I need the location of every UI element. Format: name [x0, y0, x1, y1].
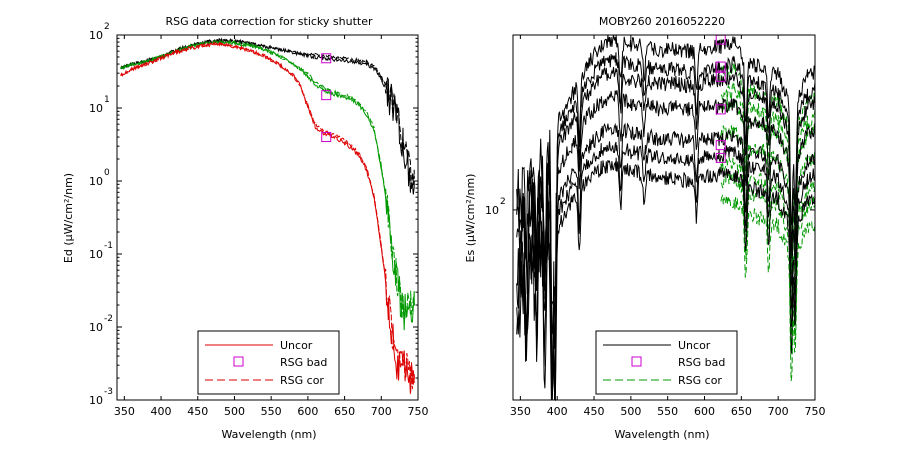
right-x-axis-label: Wavelength (nm): [614, 428, 709, 441]
right-x-tick-label-400: 400: [547, 405, 568, 418]
right-series-es-5-cor: [720, 156, 816, 337]
right-x-tick-label-700: 700: [768, 405, 789, 418]
right-series-es-7-uncor: [516, 157, 816, 401]
right-series-es-2-uncor: [516, 52, 816, 348]
left-y-tick-exp--2: -2: [104, 314, 113, 324]
right-x-tick-label-500: 500: [620, 405, 641, 418]
left-legend-box: [197, 330, 340, 395]
right-rsg-bad-point-3: [715, 104, 726, 115]
left-legend-rsg-bad-marker: [233, 356, 244, 367]
left-legend: Uncor RSG bad RSG cor: [197, 330, 340, 395]
left-y-tick-base-2: 10: [89, 29, 103, 42]
right-series-es-2-cor: [720, 82, 816, 274]
left-y-tick-base-1: 10: [89, 102, 103, 115]
right-title: MOBY260 2016052220: [599, 15, 725, 28]
right-legend-uncor-label: Uncor: [678, 339, 711, 352]
left-rsg-bad-point-0: [321, 53, 332, 64]
left-x-tick-label-700: 700: [371, 405, 392, 418]
right-rsg-bad-point-5: [715, 152, 726, 163]
left-legend-rsg-bad-label: RSG bad: [280, 356, 327, 369]
right-series-es-6-uncor: [516, 141, 816, 402]
right-series-es-1-uncor: [516, 34, 816, 306]
left-x-axis-label: Wavelength (nm): [221, 428, 316, 441]
left-series-deep-green-cor: [120, 39, 415, 320]
left-series-deep-black-cor: [120, 38, 415, 190]
right-series-es-1-cor: [720, 63, 816, 253]
left-x-tick-label-450: 450: [187, 405, 208, 418]
left-x-tick-label-350: 350: [114, 405, 135, 418]
left-legend-rsg-cor-label: RSG cor: [280, 374, 324, 387]
left-y-tick-base--1: 10: [89, 248, 103, 261]
right-series-es-3-uncor: [516, 66, 816, 375]
right-legend-rsg-bad-label: RSG bad: [678, 356, 725, 369]
right-x-tick-label-650: 650: [731, 405, 752, 418]
right-y-axis-label: Es (µW/cm²/nm): [464, 174, 477, 263]
right-chart: MOBY260 2016052220 350 400 450 500 550 600 650…: [464, 15, 826, 441]
left-rsg-bad-point-2: [321, 132, 332, 143]
left-y-tick-exp-2: 2: [104, 22, 110, 32]
left-rsg-bad-point-1: [321, 90, 332, 101]
right-x-tick-label-450: 450: [584, 405, 605, 418]
right-x-tick-label-550: 550: [657, 405, 678, 418]
left-x-tick-label-650: 650: [334, 405, 355, 418]
right-x-tick-label-750: 750: [805, 405, 826, 418]
right-x-tick-label-600: 600: [694, 405, 715, 418]
left-x-ticks: 350 400 450 500 550 600 650 700 750: [114, 35, 429, 418]
left-x-tick-label-750: 750: [408, 405, 429, 418]
right-y-ticks: 102: [485, 197, 815, 217]
right-axes-frame: [512, 34, 816, 401]
right-x-ticks: 350 400 450 500 550 600 650 700 750: [510, 35, 826, 418]
left-axes-frame: [116, 34, 419, 401]
right-legend: Uncor RSG bad RSG cor: [595, 330, 738, 395]
right-rsg-bad-point-2: [715, 71, 726, 82]
left-x-tick-label-600: 600: [297, 405, 318, 418]
left-y-axis-label: Ed (µW/cm²/nm): [62, 173, 75, 263]
left-y-tick-base--2: 10: [89, 321, 103, 334]
left-y-tick-exp--3: -3: [104, 387, 113, 397]
right-rsg-bad-point-4: [715, 140, 726, 151]
right-legend-box: [595, 330, 738, 395]
right-x-tick-label-350: 350: [510, 405, 531, 418]
left-x-tick-label-500: 500: [224, 405, 245, 418]
left-legend-uncor-label: Uncor: [280, 339, 313, 352]
right-plot-area: [516, 34, 816, 402]
left-series-deep-black-uncor: [120, 37, 415, 195]
right-rsg-bad-point-1: [715, 61, 726, 72]
left-x-tick-label-550: 550: [261, 405, 282, 418]
right-series-es-7-cor: [720, 194, 816, 382]
left-chart: RSG data correction for sticky shutter 3…: [62, 15, 429, 441]
left-y-tick-exp--1: -1: [104, 241, 113, 251]
right-y-tick-exp-2: 2: [500, 197, 506, 207]
left-x-tick-label-400: 400: [151, 405, 172, 418]
left-series-deep-green-uncor: [120, 40, 415, 331]
right-legend-rsg-cor-label: RSG cor: [678, 374, 722, 387]
left-y-tick-base-0: 10: [89, 175, 103, 188]
left-y-tick-base--3: 10: [89, 394, 103, 407]
right-legend-rsg-bad-marker: [631, 356, 642, 367]
left-series-deep-red-cor: [120, 42, 415, 390]
left-y-tick-exp-0: 0: [104, 168, 110, 178]
left-plot-area: [120, 37, 415, 394]
right-series-es-4-uncor: [516, 90, 816, 378]
left-title: RSG data correction for sticky shutter: [165, 15, 373, 28]
left-y-tick-exp-1: 1: [104, 95, 110, 105]
right-y-tick-base-2: 10: [485, 204, 499, 217]
right-series-es-5-uncor: [516, 122, 816, 401]
